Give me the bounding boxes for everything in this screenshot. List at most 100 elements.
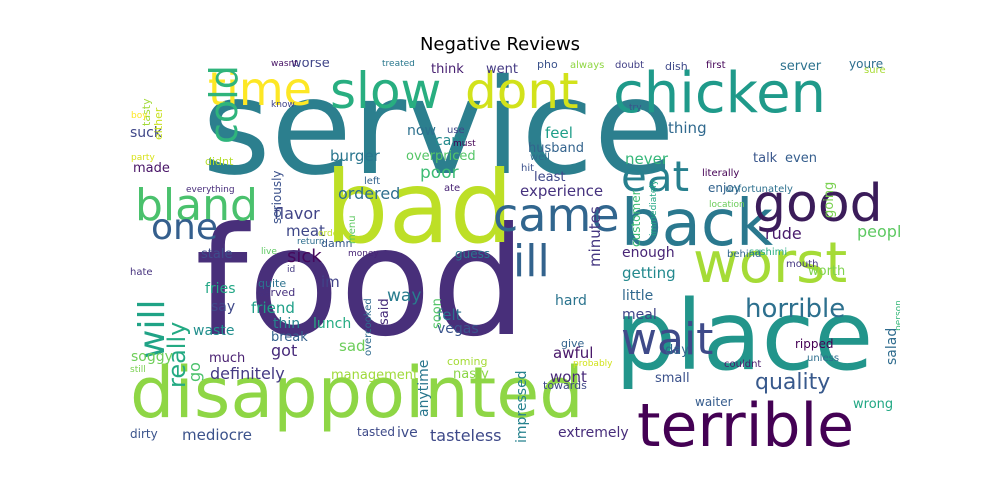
word-ordered: ordered: [338, 184, 401, 203]
word-waste: waste: [193, 323, 235, 339]
word-went: went: [486, 62, 518, 77]
word-sad: sad: [339, 337, 366, 355]
word-people: people: [857, 222, 900, 241]
word-break: break: [271, 330, 308, 345]
word-felt: felt: [437, 306, 462, 324]
word-vegas: vegas: [437, 321, 479, 337]
word-use: use: [447, 125, 465, 136]
word-dish: dish: [665, 60, 688, 73]
word-customer: customer: [629, 190, 643, 247]
word-hard: hard: [555, 293, 587, 309]
word-unless: unless: [807, 353, 840, 364]
word-doubt: doubt: [615, 60, 645, 71]
word-money: money: [348, 249, 379, 259]
word-lunch: lunch: [313, 316, 352, 332]
word-always: always: [570, 60, 605, 71]
word-definitely: definitely: [210, 364, 285, 383]
word-even: even: [785, 151, 817, 166]
word-quality: quality: [755, 370, 831, 395]
word-husband: husband: [528, 141, 584, 156]
word-terrible: terrible: [637, 391, 855, 448]
word-location: location: [709, 200, 745, 210]
word-must: must: [453, 139, 476, 149]
word-meat: meat: [286, 222, 325, 240]
word-service: service: [202, 60, 675, 205]
word-first: first: [706, 60, 726, 71]
word-sashimi: sashimi: [749, 247, 788, 258]
word-one: one: [151, 207, 218, 248]
word-got: got: [271, 341, 298, 360]
word-mouth: mouth: [786, 259, 819, 270]
word-order: order: [318, 229, 342, 239]
word-awful: awful: [553, 344, 594, 362]
word-treated: treated: [382, 60, 415, 69]
word-probably: probably: [573, 359, 613, 369]
word-ive: ive: [397, 425, 418, 441]
word-know: know: [271, 100, 295, 110]
word-want: want: [891, 81, 900, 195]
word-enough: enough: [622, 245, 675, 261]
word-time: time: [208, 62, 312, 116]
word-live: live: [261, 247, 277, 257]
word-pho: pho: [537, 60, 558, 71]
word-chicken: chicken: [613, 61, 827, 126]
word-little: little: [622, 288, 654, 304]
word-way: way: [387, 286, 422, 306]
word-least: least: [534, 170, 566, 185]
word-good: good: [753, 174, 883, 234]
word-boy: boy: [131, 111, 148, 121]
word-place: place: [615, 280, 874, 392]
word-literally: literally: [702, 168, 740, 179]
word-disappointed: disappointed: [130, 352, 584, 434]
word-friend: friend: [251, 299, 295, 317]
word-extremely: extremely: [558, 425, 629, 441]
word-came: came: [493, 188, 620, 242]
word-dont: dont: [465, 62, 579, 120]
word-quite: quite: [258, 277, 287, 290]
word-said: said: [377, 298, 392, 325]
word-guess: guess: [455, 247, 491, 261]
word-worth: worth: [808, 264, 846, 279]
word-sure: sure: [864, 65, 886, 76]
word-flavor: flavor: [274, 204, 320, 223]
word-nasty: nasty: [453, 367, 489, 382]
word-suck: suck: [130, 125, 162, 141]
word-food: food: [195, 196, 527, 370]
word-rude: rude: [765, 224, 802, 243]
word-party: party: [131, 153, 155, 163]
word-well: well: [530, 152, 550, 163]
word-go: go: [185, 362, 204, 382]
word-cold: cold: [202, 65, 246, 144]
word-now: now: [407, 123, 436, 139]
word-overcooked: overcooked: [363, 298, 374, 356]
word-wrong: wrong: [853, 397, 894, 412]
word-hate: hate: [130, 267, 153, 278]
word-ripped: ripped: [795, 337, 834, 351]
word-sick: sick: [287, 246, 322, 267]
word-anytime: anytime: [416, 359, 432, 417]
word-wait: wait: [621, 314, 714, 365]
word-couldnt: couldnt: [724, 359, 762, 370]
word-tasteless: tasteless: [430, 426, 502, 445]
word-think: think: [431, 62, 464, 77]
word-going: going: [822, 181, 837, 218]
word-give: give: [561, 337, 585, 350]
word-meal: meal: [622, 307, 657, 323]
word-much: much: [209, 351, 246, 366]
word-worst: worst: [693, 231, 848, 296]
word-made: made: [133, 161, 170, 176]
word-menu: menu: [347, 215, 358, 244]
word-feel: feel: [545, 124, 573, 142]
word-unfortunately: unfortunately: [725, 184, 793, 195]
word-served: served: [258, 286, 296, 299]
word-ate: ate: [444, 183, 461, 194]
word-back: back: [621, 187, 774, 261]
word-minutes: minutes: [586, 206, 604, 267]
word-small: small: [655, 371, 690, 386]
word-overpriced: overpriced: [406, 149, 476, 164]
word-impressed: impressed: [514, 370, 530, 443]
word-thing: thing: [668, 119, 707, 137]
word-burger: burger: [330, 147, 380, 165]
word-didnt: didnt: [205, 155, 234, 168]
word-cant: cant: [435, 133, 466, 149]
